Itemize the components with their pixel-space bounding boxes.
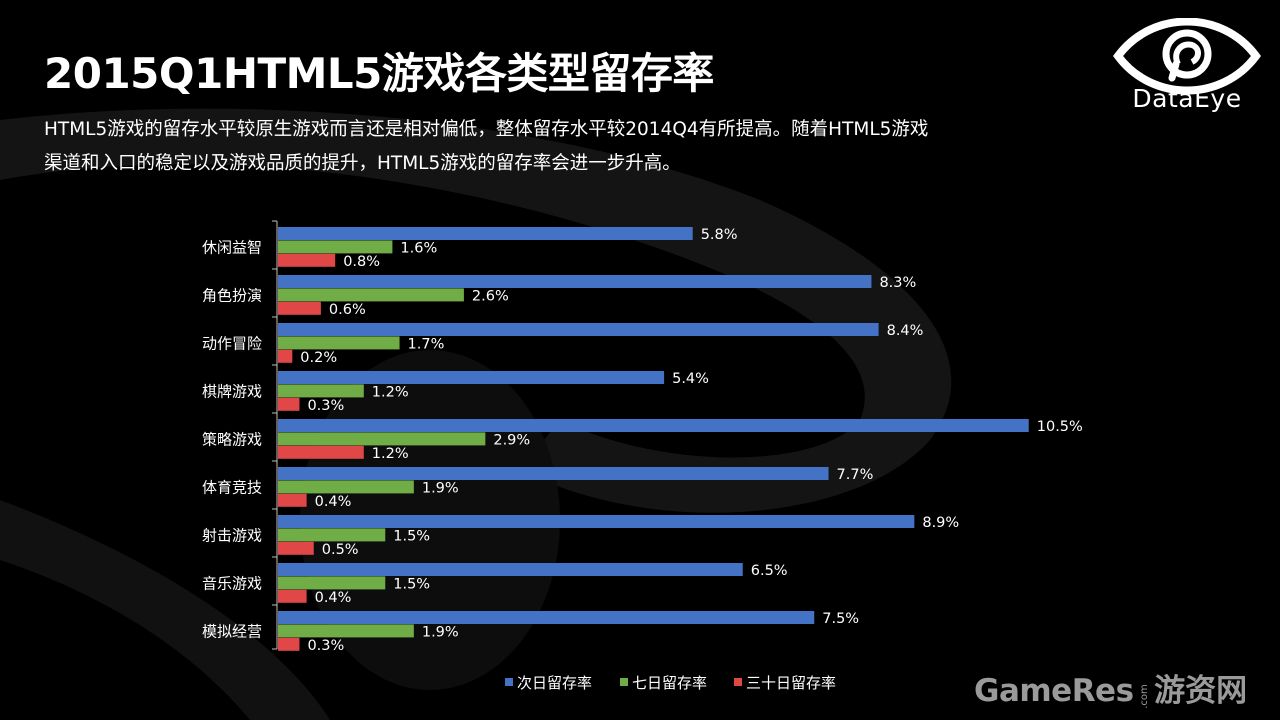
- legend-label-3: 三十日留存率: [746, 674, 836, 692]
- data-label: 1.7%: [408, 336, 445, 352]
- bar-series-1: [278, 515, 915, 528]
- bar-series-1: [278, 611, 815, 624]
- page-subtitle: HTML5游戏的留存水平较原生游戏而言还是相对偏低，整体留存水平较2014Q4有…: [44, 113, 1084, 181]
- data-label: 0.3%: [307, 398, 344, 414]
- subtitle-line-1: HTML5游戏的留存水平较原生游戏而言还是相对偏低，整体留存水平较2014Q4有…: [44, 119, 929, 140]
- gameres-watermark: GameRes .com 游资网: [974, 665, 1247, 710]
- watermark-main: GameRes: [974, 673, 1134, 709]
- brand-name: DataEye: [1132, 84, 1242, 113]
- category-label: 射击游戏: [202, 526, 262, 544]
- category-label: 动作冒险: [202, 334, 262, 352]
- legend-swatch-3: [734, 678, 742, 686]
- bar-series-3: [278, 589, 307, 603]
- data-label: 8.4%: [887, 323, 924, 339]
- data-label: 0.4%: [315, 494, 352, 510]
- category-label: 音乐游戏: [202, 574, 262, 592]
- page-title: 2015Q1HTML5游戏各类型留存率: [44, 49, 714, 98]
- data-label: 10.5%: [1037, 419, 1083, 435]
- bar-series-2: [278, 384, 364, 398]
- data-label: 1.6%: [400, 240, 437, 256]
- data-label: 1.9%: [422, 480, 459, 496]
- bar-series-3: [278, 541, 314, 555]
- data-label: 1.2%: [372, 446, 409, 462]
- data-label: 0.2%: [300, 350, 337, 366]
- bar-series-1: [278, 467, 829, 480]
- data-label: 7.7%: [837, 467, 874, 483]
- legend-label-1: 次日留存率: [517, 674, 592, 692]
- data-label: 0.4%: [315, 590, 352, 606]
- category-label: 策略游戏: [202, 430, 262, 448]
- data-label: 0.3%: [307, 638, 344, 654]
- bar-series-3: [278, 397, 300, 411]
- bar-series-2: [278, 240, 393, 254]
- data-label: 0.5%: [322, 542, 359, 558]
- legend-swatch-2: [620, 678, 628, 686]
- bar-series-1: [278, 275, 872, 288]
- bar-series-2: [278, 528, 386, 542]
- bar-series-3: [278, 445, 364, 459]
- chart-legend: 次日留存率 七日留存率 三十日留存率: [505, 674, 836, 692]
- data-label: 5.4%: [672, 371, 709, 387]
- bar-series-2: [278, 288, 464, 302]
- data-label: 1.5%: [393, 528, 430, 544]
- bar-series-1: [278, 419, 1029, 432]
- bar-series-3: [278, 349, 293, 363]
- data-label: 8.3%: [879, 275, 916, 291]
- bar-series-2: [278, 432, 486, 446]
- data-label: 6.5%: [751, 563, 788, 579]
- bar-series-2: [278, 624, 414, 638]
- bar-series-1: [278, 563, 743, 576]
- data-label: 5.8%: [701, 227, 738, 243]
- category-label: 休闲益智: [202, 238, 262, 256]
- bar-series-3: [278, 253, 336, 267]
- data-label: 1.9%: [422, 624, 459, 640]
- watermark-com: .com: [1138, 684, 1150, 709]
- chart-bars-layer: 5.8% 1.6% 0.8% 8.3% 2.6% 0.6% 8.4% 1.7% 0.2% 5.4%…: [278, 227, 1083, 654]
- bar-series-3: [278, 637, 300, 651]
- bar-series-1: [278, 227, 693, 240]
- data-label: 7.5%: [822, 611, 859, 627]
- data-label: 1.5%: [393, 576, 430, 592]
- category-label: 棋牌游戏: [202, 382, 262, 400]
- watermark-cn: 游资网: [1154, 673, 1248, 709]
- data-label: 1.2%: [372, 384, 409, 400]
- category-label: 角色扮演: [202, 286, 262, 304]
- data-label: 0.6%: [329, 302, 366, 318]
- data-label: 8.9%: [922, 515, 959, 531]
- subtitle-line-2: 渠道和入口的稳定以及游戏品质的提升，HTML5游戏的留存率会进一步升高。: [44, 153, 681, 174]
- bar-series-3: [278, 301, 321, 315]
- data-label: 2.6%: [472, 288, 509, 304]
- category-label: 体育竞技: [202, 478, 262, 496]
- bar-series-2: [278, 480, 414, 494]
- data-label: 2.9%: [493, 432, 530, 448]
- category-label: 模拟经营: [202, 622, 262, 640]
- bar-series-1: [278, 371, 665, 384]
- data-label: 0.8%: [343, 254, 380, 270]
- legend-label-2: 七日留存率: [632, 674, 707, 692]
- bar-series-1: [278, 323, 879, 336]
- bar-series-2: [278, 576, 386, 590]
- bar-series-2: [278, 336, 400, 350]
- dataeye-eye-logo-icon: [1113, 18, 1261, 95]
- legend-swatch-1: [505, 678, 513, 686]
- bar-series-3: [278, 493, 307, 507]
